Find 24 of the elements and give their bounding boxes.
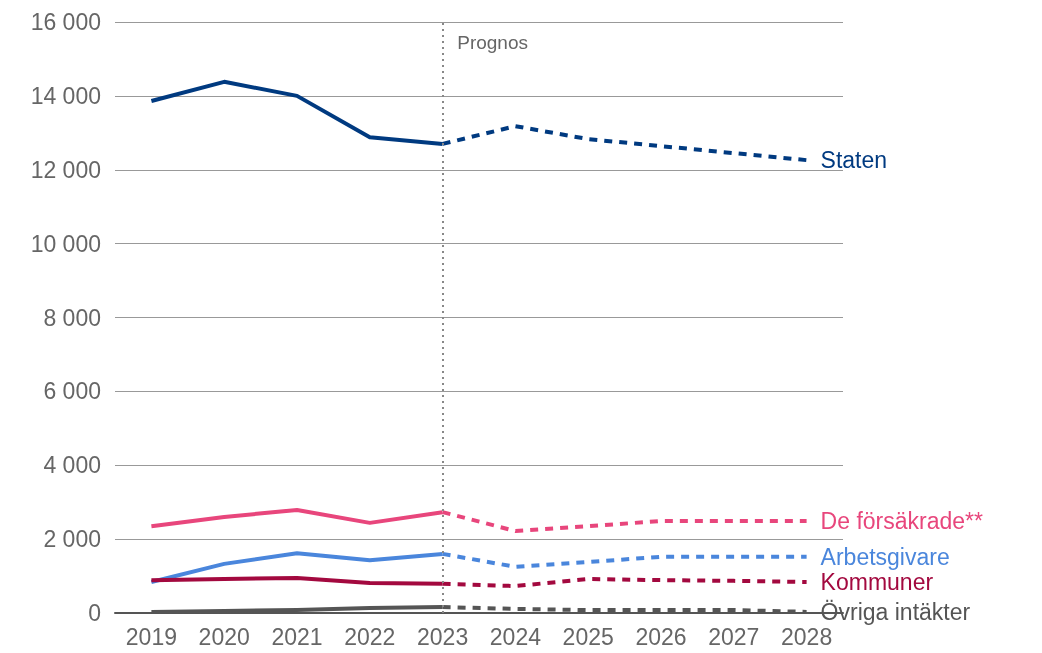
y-tick-label: 4 000 — [43, 452, 101, 479]
x-tick-label: 2021 — [271, 623, 323, 650]
y-tick-label: 14 000 — [30, 82, 101, 109]
y-tick-label: 16 000 — [30, 9, 101, 35]
series-label: Staten — [820, 147, 888, 174]
y-tick-label: 12 000 — [30, 156, 101, 183]
x-tick-label: 2026 — [635, 623, 687, 650]
x-tick-label: 2023 — [417, 623, 469, 650]
x-tick-label: 2024 — [489, 623, 542, 650]
y-tick-label: 2 000 — [43, 526, 101, 553]
y-tick-label: 6 000 — [43, 378, 101, 405]
x-tick-label: 2028 — [781, 623, 833, 650]
x-tick-label: 2022 — [344, 623, 396, 650]
x-tick-label: 2020 — [198, 623, 250, 650]
x-tick-label: 2025 — [562, 623, 614, 650]
y-tick-label: 0 — [88, 600, 101, 626]
x-tick-label: 2027 — [708, 623, 760, 650]
series-label: Arbetsgivare — [820, 543, 950, 570]
y-tick-label: 10 000 — [30, 230, 101, 257]
y-tick-label: 8 000 — [43, 304, 101, 331]
x-tick-label: 2019 — [125, 623, 177, 650]
series-label: De försäkrade** — [820, 508, 984, 535]
series-label: Övriga intäkter — [820, 598, 971, 625]
ref-line-label: Prognos — [457, 32, 528, 53]
